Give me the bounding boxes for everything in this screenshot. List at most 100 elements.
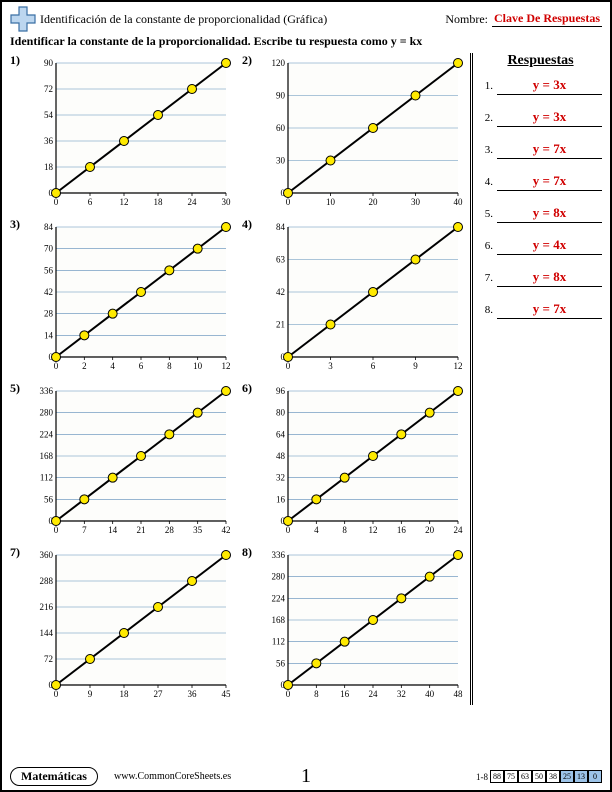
- svg-text:35: 35: [193, 525, 203, 535]
- svg-text:90: 90: [276, 91, 286, 101]
- svg-text:112: 112: [272, 637, 285, 647]
- answer-row: 5.y = 8x: [479, 205, 602, 223]
- answer-value: y = 3x: [497, 77, 602, 95]
- line-chart: 021426384036912: [258, 217, 468, 377]
- answer-value: y = 8x: [497, 269, 602, 287]
- score-box: 0: [588, 770, 602, 783]
- svg-text:0: 0: [54, 197, 59, 207]
- chart-cell: 2)0306090120010203040: [242, 53, 470, 213]
- svg-text:8: 8: [342, 525, 347, 535]
- svg-text:288: 288: [40, 576, 54, 586]
- chart-cell: 3)0142842567084024681012: [10, 217, 238, 377]
- chart-cell: 4)021426384036912: [242, 217, 470, 377]
- answer-number: 3.: [479, 144, 493, 156]
- svg-text:16: 16: [340, 689, 350, 699]
- svg-text:0: 0: [286, 525, 291, 535]
- charts-grid: 1)0183654729006121824302)030609012001020…: [10, 53, 470, 705]
- svg-text:28: 28: [44, 309, 54, 319]
- svg-text:8: 8: [167, 361, 172, 371]
- chart-number: 5): [10, 381, 26, 396]
- svg-text:21: 21: [276, 320, 285, 330]
- answer-number: 6.: [479, 240, 493, 252]
- svg-text:48: 48: [454, 689, 464, 699]
- svg-text:64: 64: [276, 429, 286, 439]
- svg-text:63: 63: [276, 255, 286, 265]
- svg-text:36: 36: [188, 689, 198, 699]
- svg-text:12: 12: [454, 361, 463, 371]
- svg-text:54: 54: [44, 110, 54, 120]
- svg-text:24: 24: [454, 525, 464, 535]
- line-chart: 0306090120010203040: [258, 53, 468, 213]
- svg-text:224: 224: [272, 593, 286, 603]
- score-strip: 1-8 887563503825130: [476, 770, 602, 783]
- svg-text:70: 70: [44, 244, 54, 254]
- svg-text:20: 20: [369, 197, 379, 207]
- svg-text:0: 0: [286, 689, 291, 699]
- svg-text:9: 9: [88, 689, 93, 699]
- chart-number: 1): [10, 53, 26, 68]
- svg-text:18: 18: [44, 162, 54, 172]
- svg-text:24: 24: [188, 197, 198, 207]
- answer-row: 8.y = 7x: [479, 301, 602, 319]
- svg-text:30: 30: [411, 197, 421, 207]
- cross-icon: [10, 6, 36, 32]
- svg-text:20: 20: [425, 525, 435, 535]
- chart-number: 4): [242, 217, 258, 232]
- chart-cell: 1)018365472900612182430: [10, 53, 238, 213]
- svg-text:84: 84: [44, 222, 54, 232]
- page-number: 1: [301, 765, 311, 788]
- chart-number: 6): [242, 381, 258, 396]
- chart-number: 8): [242, 545, 258, 560]
- answer-value: y = 7x: [497, 301, 602, 319]
- svg-text:4: 4: [110, 361, 115, 371]
- answer-row: 3.y = 7x: [479, 141, 602, 159]
- site-url: www.CommonCoreSheets.es: [114, 771, 231, 782]
- answer-number: 1.: [479, 80, 493, 92]
- name-label: Nombre:: [445, 12, 488, 27]
- svg-text:45: 45: [222, 689, 232, 699]
- svg-text:144: 144: [40, 628, 54, 638]
- answer-row: 2.y = 3x: [479, 109, 602, 127]
- svg-text:42: 42: [276, 287, 285, 297]
- svg-text:3: 3: [328, 361, 333, 371]
- svg-text:60: 60: [276, 123, 286, 133]
- svg-text:224: 224: [40, 429, 54, 439]
- line-chart: 018365472900612182430: [26, 53, 236, 213]
- svg-text:32: 32: [397, 689, 406, 699]
- chart-number: 2): [242, 53, 258, 68]
- svg-text:0: 0: [54, 525, 59, 535]
- svg-text:80: 80: [276, 408, 286, 418]
- chart-cell: 7)0721442162883600918273645: [10, 545, 238, 705]
- answers-title: Respuestas: [479, 53, 602, 69]
- line-chart: 0721442162883600918273645: [26, 545, 236, 705]
- svg-text:9: 9: [413, 361, 418, 371]
- svg-text:360: 360: [40, 550, 54, 560]
- subject-pill: Matemáticas: [10, 767, 98, 786]
- svg-text:28: 28: [165, 525, 175, 535]
- score-box: 25: [560, 770, 574, 783]
- score-label: 1-8: [476, 772, 488, 782]
- svg-text:16: 16: [276, 494, 286, 504]
- svg-text:30: 30: [276, 156, 286, 166]
- answer-number: 4.: [479, 176, 493, 188]
- svg-text:10: 10: [326, 197, 336, 207]
- svg-text:12: 12: [369, 525, 378, 535]
- svg-text:30: 30: [222, 197, 232, 207]
- line-chart: 0142842567084024681012: [26, 217, 236, 377]
- svg-text:7: 7: [82, 525, 87, 535]
- svg-text:4: 4: [314, 525, 319, 535]
- svg-text:14: 14: [108, 525, 118, 535]
- score-box: 88: [490, 770, 504, 783]
- svg-text:96: 96: [276, 386, 286, 396]
- svg-text:42: 42: [222, 525, 231, 535]
- answer-row: 4.y = 7x: [479, 173, 602, 191]
- answer-row: 7.y = 8x: [479, 269, 602, 287]
- chart-number: 3): [10, 217, 26, 232]
- answer-row: 6.y = 4x: [479, 237, 602, 255]
- svg-text:72: 72: [44, 84, 53, 94]
- svg-text:56: 56: [44, 265, 54, 275]
- svg-text:168: 168: [40, 451, 54, 461]
- svg-text:0: 0: [54, 361, 59, 371]
- score-box: 63: [518, 770, 532, 783]
- svg-text:120: 120: [272, 58, 286, 68]
